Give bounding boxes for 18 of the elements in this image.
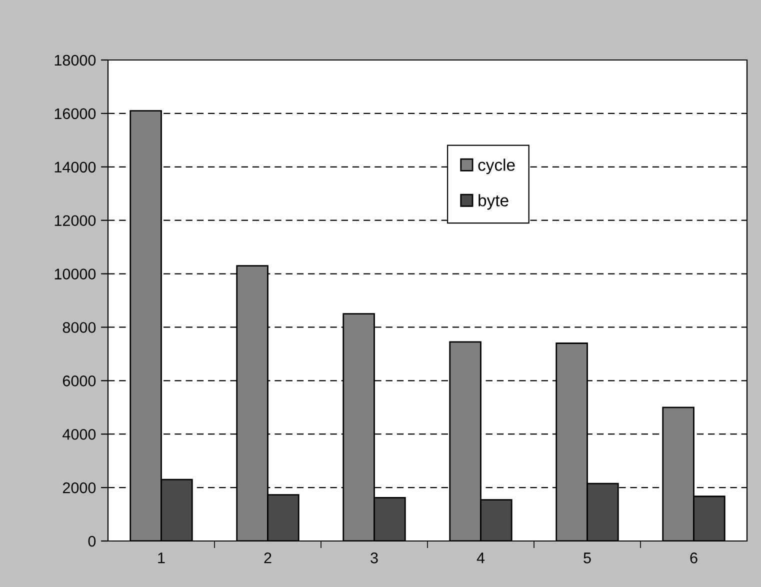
x-tick-label: 1: [158, 552, 165, 564]
y-tick-label: 2000: [62, 482, 96, 494]
y-tick-label: 8000: [62, 322, 96, 333]
y-tick-label: 14000: [54, 162, 96, 173]
x-tick-label: 2: [264, 552, 272, 564]
y-tick-label: 6000: [62, 376, 96, 386]
y-tick-label: 0: [88, 536, 96, 547]
y-tick-label: 18000: [54, 54, 96, 66]
y-tick-label: 4000: [62, 428, 96, 440]
y-tick-label: 16000: [54, 108, 96, 120]
x-tick-label: 4: [476, 552, 485, 564]
x-tick-label: 6: [690, 552, 698, 564]
y-tick-label: 12000: [54, 215, 96, 226]
x-tick-label: 3: [370, 552, 378, 564]
legend-label: cycle: [478, 158, 515, 174]
legend-label: byte: [478, 194, 508, 210]
y-tick-label: 10000: [54, 268, 96, 280]
x-tick-label: 5: [584, 552, 591, 564]
